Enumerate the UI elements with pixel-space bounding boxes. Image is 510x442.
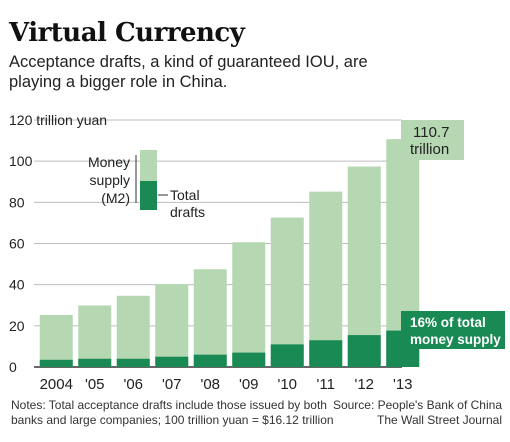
y-tick-label-80: 80 bbox=[9, 194, 25, 210]
bar-total-drafts-7 bbox=[309, 340, 343, 367]
y-tick-label-100: 100 bbox=[9, 153, 33, 169]
bar-total-drafts-1 bbox=[78, 358, 112, 367]
bar-money-supply-6 bbox=[270, 217, 304, 367]
y-tick-label-20: 20 bbox=[9, 318, 25, 334]
x-tick-label-2: '06 bbox=[123, 376, 143, 393]
callout-top-line2: trillion bbox=[410, 141, 449, 158]
bar-total-drafts-6 bbox=[270, 344, 304, 367]
x-tick-label-9: '13 bbox=[393, 376, 413, 393]
bar-money-supply-3 bbox=[155, 284, 189, 367]
source-line-2: The Wall Street Journal bbox=[377, 413, 502, 427]
legend-swatch-money-supply bbox=[140, 150, 157, 181]
callout-bottom-box bbox=[401, 311, 505, 349]
x-tick-label-8: '12 bbox=[354, 376, 374, 393]
source-line-1: Source: People's Bank of China bbox=[332, 398, 502, 412]
bar-money-supply-1 bbox=[78, 305, 112, 367]
x-tick-label-3: '07 bbox=[162, 376, 182, 393]
chart-notes: Notes: Total acceptance drafts include t… bbox=[11, 398, 334, 427]
y-tick-label-0: 0 bbox=[9, 359, 17, 375]
y-tick-label-40: 40 bbox=[9, 277, 25, 293]
legend-money-supply-line3: (M2) bbox=[101, 190, 130, 206]
bar-money-supply-7 bbox=[309, 191, 343, 367]
y-tick-label-120: 120 trillion yuan bbox=[9, 112, 107, 128]
legend-money-supply-line1: Money bbox=[88, 154, 130, 170]
x-tick-label-1: '05 bbox=[85, 376, 105, 393]
callout-top-line1: 110.7 bbox=[413, 124, 449, 141]
legend-total-drafts-line1: Total bbox=[170, 187, 200, 203]
bar-total-drafts-8 bbox=[347, 335, 381, 367]
bar-money-supply-4 bbox=[193, 269, 227, 367]
bar-total-drafts-4 bbox=[193, 354, 227, 367]
x-tick-label-5: '09 bbox=[239, 376, 259, 393]
bar-total-drafts-5 bbox=[232, 352, 266, 367]
chart-subtitle: Acceptance drafts, a kind of guaranteed … bbox=[9, 53, 368, 91]
x-tick-label-4: '08 bbox=[200, 376, 220, 393]
bar-money-supply-0 bbox=[39, 314, 73, 367]
x-tick-label-0: 2004 bbox=[40, 376, 73, 393]
callout-bottom-line1: 16% of total bbox=[410, 315, 486, 330]
legend-money-supply-line2: supply bbox=[90, 172, 130, 188]
bar-money-supply-5 bbox=[232, 242, 266, 367]
chart-source: Source: People's Bank of China The Wall … bbox=[322, 398, 502, 428]
bar-total-drafts-2 bbox=[116, 358, 150, 367]
callout-top-box bbox=[401, 120, 464, 160]
legend-total-drafts-line2: drafts bbox=[170, 204, 205, 220]
x-tick-label-6: '10 bbox=[277, 376, 297, 393]
bar-total-drafts-3 bbox=[155, 356, 189, 367]
bar-money-supply-8 bbox=[347, 166, 381, 367]
legend-swatch-total-drafts bbox=[140, 181, 157, 210]
bar-money-supply-2 bbox=[116, 295, 150, 367]
y-tick-label-60: 60 bbox=[9, 236, 25, 252]
bar-total-drafts-0 bbox=[39, 359, 73, 367]
callout-bottom-line2: money supply bbox=[410, 332, 501, 347]
chart-title: Virtual Currency bbox=[9, 18, 245, 48]
x-tick-label-7: '11 bbox=[317, 376, 335, 393]
